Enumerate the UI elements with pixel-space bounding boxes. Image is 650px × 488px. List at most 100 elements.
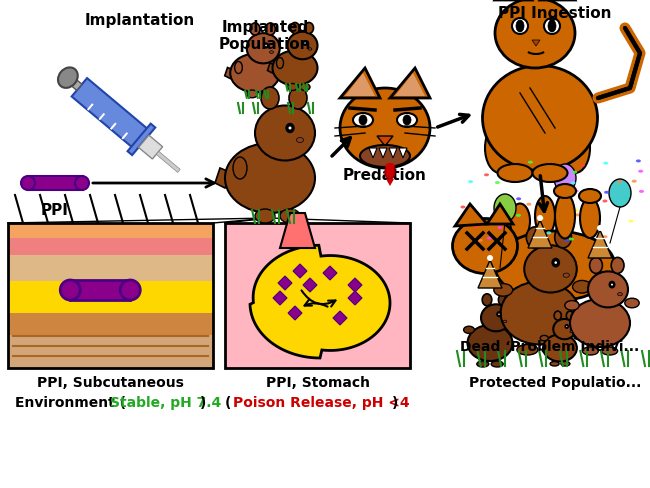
Ellipse shape (265, 45, 266, 46)
Ellipse shape (359, 115, 367, 125)
Polygon shape (340, 68, 380, 98)
Polygon shape (386, 179, 394, 186)
Text: Predation: Predation (343, 168, 427, 183)
Ellipse shape (247, 33, 280, 63)
Ellipse shape (499, 313, 500, 315)
Ellipse shape (261, 90, 272, 98)
Ellipse shape (586, 203, 590, 206)
Ellipse shape (532, 238, 538, 241)
Ellipse shape (579, 189, 601, 203)
Polygon shape (390, 68, 430, 98)
Ellipse shape (508, 325, 519, 332)
Bar (28, 176, 83, 190)
Text: PPI, Stomach: PPI, Stomach (266, 376, 370, 390)
Ellipse shape (564, 239, 569, 242)
Bar (8, 255, 213, 281)
Ellipse shape (304, 22, 313, 34)
Ellipse shape (500, 282, 579, 345)
Bar (65, 75, 82, 90)
Ellipse shape (571, 182, 575, 184)
Ellipse shape (452, 219, 517, 273)
FancyArrowPatch shape (304, 300, 328, 306)
Ellipse shape (346, 311, 362, 327)
Ellipse shape (554, 261, 557, 264)
Ellipse shape (287, 83, 298, 90)
Ellipse shape (477, 361, 489, 367)
Polygon shape (399, 148, 407, 158)
Ellipse shape (603, 200, 608, 203)
Polygon shape (487, 204, 513, 224)
Bar (138, 135, 162, 159)
Ellipse shape (554, 184, 576, 198)
Ellipse shape (639, 190, 644, 193)
Ellipse shape (503, 320, 507, 323)
Ellipse shape (467, 325, 512, 361)
Ellipse shape (21, 176, 35, 190)
Ellipse shape (482, 65, 597, 170)
Polygon shape (395, 73, 425, 96)
Ellipse shape (566, 326, 567, 327)
Ellipse shape (580, 164, 585, 167)
Ellipse shape (636, 160, 641, 163)
Ellipse shape (340, 88, 430, 168)
Ellipse shape (484, 173, 489, 176)
Ellipse shape (516, 197, 521, 200)
Ellipse shape (291, 22, 300, 34)
Ellipse shape (611, 257, 624, 273)
Polygon shape (278, 276, 292, 290)
Ellipse shape (58, 67, 78, 88)
Ellipse shape (497, 312, 501, 317)
Ellipse shape (603, 235, 608, 238)
Ellipse shape (276, 58, 283, 68)
Ellipse shape (233, 157, 247, 179)
Ellipse shape (385, 165, 395, 179)
Ellipse shape (353, 113, 373, 127)
Text: ): ) (392, 396, 398, 410)
Bar (8, 335, 213, 368)
Bar (225, 223, 410, 368)
Polygon shape (389, 148, 397, 158)
Ellipse shape (609, 282, 615, 288)
Polygon shape (273, 291, 287, 305)
Ellipse shape (604, 191, 609, 194)
Ellipse shape (304, 42, 306, 44)
Ellipse shape (516, 214, 521, 217)
Text: Poison Release, pH <4: Poison Release, pH <4 (233, 396, 410, 410)
Ellipse shape (611, 284, 613, 285)
Polygon shape (532, 40, 540, 46)
Ellipse shape (280, 209, 300, 223)
Ellipse shape (60, 280, 80, 300)
Ellipse shape (603, 162, 608, 164)
Polygon shape (369, 148, 377, 158)
Bar (110, 122, 116, 130)
Polygon shape (268, 63, 276, 73)
Ellipse shape (638, 170, 644, 173)
Text: Implantation: Implantation (85, 13, 195, 28)
Ellipse shape (570, 299, 630, 347)
Ellipse shape (569, 238, 574, 241)
Text: ): ) (200, 396, 207, 410)
Bar (312, 290, 358, 326)
Ellipse shape (495, 181, 500, 184)
Ellipse shape (495, 241, 500, 244)
Polygon shape (348, 291, 362, 305)
FancyArrowPatch shape (302, 290, 335, 306)
Text: PPI Ingestion: PPI Ingestion (499, 6, 612, 21)
Ellipse shape (569, 218, 574, 221)
Ellipse shape (497, 164, 532, 182)
Ellipse shape (512, 18, 528, 34)
Ellipse shape (546, 231, 551, 234)
Text: Dead ‘Problem Indivi...: Dead ‘Problem Indivi... (460, 340, 640, 354)
Ellipse shape (526, 227, 543, 248)
Ellipse shape (544, 18, 560, 34)
Ellipse shape (403, 115, 411, 125)
Ellipse shape (235, 61, 242, 74)
Ellipse shape (495, 231, 615, 301)
Bar (87, 103, 94, 111)
Text: Environment (: Environment ( (15, 396, 126, 410)
Ellipse shape (555, 194, 575, 239)
Ellipse shape (463, 326, 474, 333)
Ellipse shape (591, 232, 596, 235)
Ellipse shape (618, 293, 623, 296)
Ellipse shape (543, 334, 577, 362)
